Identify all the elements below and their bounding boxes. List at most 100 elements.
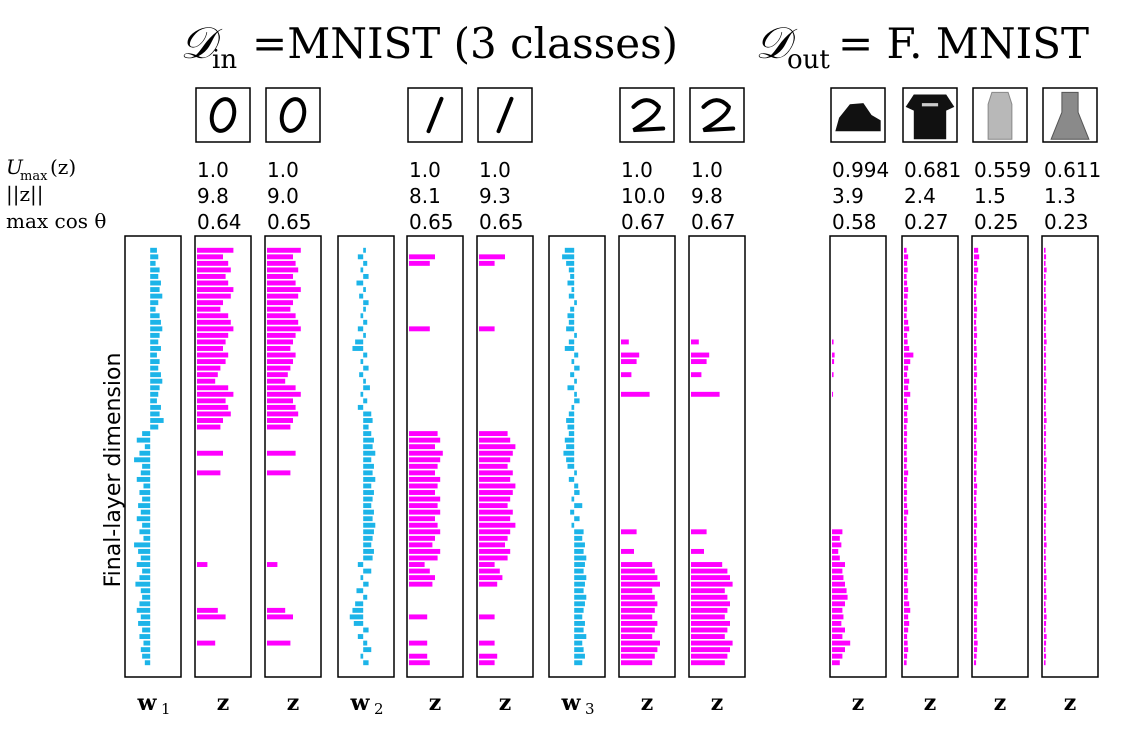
bar-zo4-dim-26	[1044, 418, 1047, 423]
bar-w2-dim-53	[363, 594, 368, 600]
bar-zo4-dim-2	[1044, 260, 1046, 266]
bar-z0b-dim-20	[267, 378, 286, 384]
bar-w3-dim-27	[567, 424, 575, 430]
bar-w1-dim-43	[139, 529, 151, 535]
bar-z1a-dim-2	[409, 260, 430, 266]
bar-zo2-dim-42	[904, 522, 908, 528]
bar-w2-dim-51	[363, 581, 369, 587]
bar-w2-dim-23	[363, 398, 368, 404]
bar-z0b-dim-9	[267, 306, 291, 312]
bar-z1a-dim-38	[409, 496, 441, 502]
bar-w1-dim-2	[150, 260, 156, 266]
bar-zo2-dim-25	[904, 411, 908, 417]
bar-w3-dim-44	[574, 535, 583, 541]
bar-zo2-dim-33	[904, 463, 907, 469]
bar-z1a-dim-41	[409, 516, 435, 522]
bar-w3-dim-17	[571, 359, 575, 365]
row-labels: U max (z) ||z|| max cos θ	[6, 155, 106, 233]
bar-zo2-dim-2	[904, 260, 908, 266]
bar-zo2-dim-8	[904, 300, 907, 306]
bar-zo3-dim-7	[974, 293, 977, 299]
bar-z2a-dim-19	[621, 372, 632, 378]
bar-w2-dim-40	[363, 509, 374, 515]
column-label-z2b: z	[711, 690, 724, 716]
bar-w2-dim-25	[363, 411, 372, 417]
stat-umax-zo3: 0.559	[974, 158, 1031, 182]
bar-zo3-dim-16	[974, 352, 978, 358]
bar-z1b-dim-29	[479, 437, 511, 443]
bar-zo3-dim-25	[974, 411, 977, 417]
stat-znorm-zo1: 3.9	[832, 184, 864, 208]
bar-w2-dim-48	[357, 562, 364, 567]
bar-w1-dim-40	[140, 509, 151, 515]
bar-zo2-dim-31	[904, 450, 907, 456]
bar-zo2-dim-53	[904, 594, 908, 600]
bar-z2a-dim-49	[621, 568, 655, 574]
bar-zo4-dim-54	[1044, 601, 1046, 607]
bar-z1b-dim-12	[479, 326, 495, 332]
bar-w3-dim-62	[574, 653, 585, 659]
bar-z2b-dim-43	[691, 529, 707, 535]
bar-w1-dim-52	[140, 588, 151, 594]
bar-w3-dim-8	[574, 300, 577, 306]
bar-z1b-dim-47	[479, 555, 508, 561]
bar-zo4-dim-63	[1044, 660, 1046, 666]
bar-z0b-dim-15	[267, 346, 291, 351]
bar-w2-dim-11	[363, 319, 368, 325]
znorm-label: ||z||	[6, 182, 44, 207]
bar-zo3-dim-42	[974, 522, 978, 528]
bar-zo1-dim-46	[832, 548, 839, 554]
bar-z2a-dim-22	[621, 391, 650, 397]
bar-zo4-dim-56	[1044, 614, 1047, 620]
bar-w2-dim-15	[352, 346, 364, 351]
bar-z1a-dim-33	[409, 463, 438, 469]
bar-z0b-dim-25	[267, 411, 299, 417]
bar-z0b-dim-55	[267, 607, 286, 613]
bar-w3-dim-50	[574, 575, 587, 581]
bar-z1b-dim-48	[479, 562, 495, 567]
stat-umax-z0a: 1.0	[197, 158, 229, 182]
bar-zo4-dim-15	[1044, 346, 1046, 351]
bar-w1-dim-33	[142, 463, 151, 469]
bar-zo2-dim-57	[904, 620, 910, 626]
bar-zo3-dim-50	[974, 575, 977, 581]
bar-z1a-dim-45	[409, 542, 433, 548]
bar-w3-dim-7	[568, 293, 575, 299]
bar-w1-dim-23	[150, 398, 157, 404]
bar-w3-dim-13	[574, 332, 577, 338]
bar-w1-dim-50	[139, 575, 151, 581]
top-shape	[987, 91, 1013, 140]
bar-z0a-dim-25	[197, 411, 231, 417]
bar-w1-dim-37	[139, 490, 151, 495]
bar-w2-dim-6	[363, 287, 366, 293]
bar-w2-dim-59	[357, 634, 364, 639]
bar-w3-dim-18	[574, 365, 580, 371]
bar-zo4-dim-62	[1044, 653, 1047, 659]
bar-z2a-dim-55	[621, 607, 655, 613]
stat-maxcos-z1a: 0.65	[409, 210, 454, 234]
bar-w2-dim-33	[363, 463, 374, 469]
bar-w2-dim-39	[363, 503, 372, 509]
bar-w1-dim-13	[150, 332, 160, 338]
bar-zo3-dim-2	[974, 260, 978, 266]
bar-w3-dim-33	[567, 463, 575, 469]
bar-zo3-dim-24	[974, 404, 977, 410]
bar-zo3-dim-14	[974, 339, 977, 345]
bar-w2-dim-49	[363, 568, 372, 574]
bar-zo4-dim-53	[1044, 594, 1047, 600]
bar-w3-dim-25	[568, 411, 575, 417]
din-text: =MNIST (3 classes)	[252, 19, 678, 68]
bar-z1a-dim-44	[409, 535, 435, 541]
column-label-z2a: z	[641, 690, 654, 716]
bar-zo2-dim-43	[904, 529, 907, 535]
bar-w2-dim-47	[363, 555, 373, 561]
bar-w3-dim-37	[574, 490, 580, 495]
bar-w3-dim-10	[567, 313, 575, 319]
bar-w2-dim-3	[360, 267, 364, 273]
bar-w1-dim-6	[150, 287, 160, 293]
bar-z1b-dim-45	[479, 542, 505, 548]
bar-zo3-dim-49	[974, 568, 978, 574]
bar-z0a-dim-16	[197, 352, 229, 358]
bar-zo4-dim-28	[1044, 431, 1047, 437]
